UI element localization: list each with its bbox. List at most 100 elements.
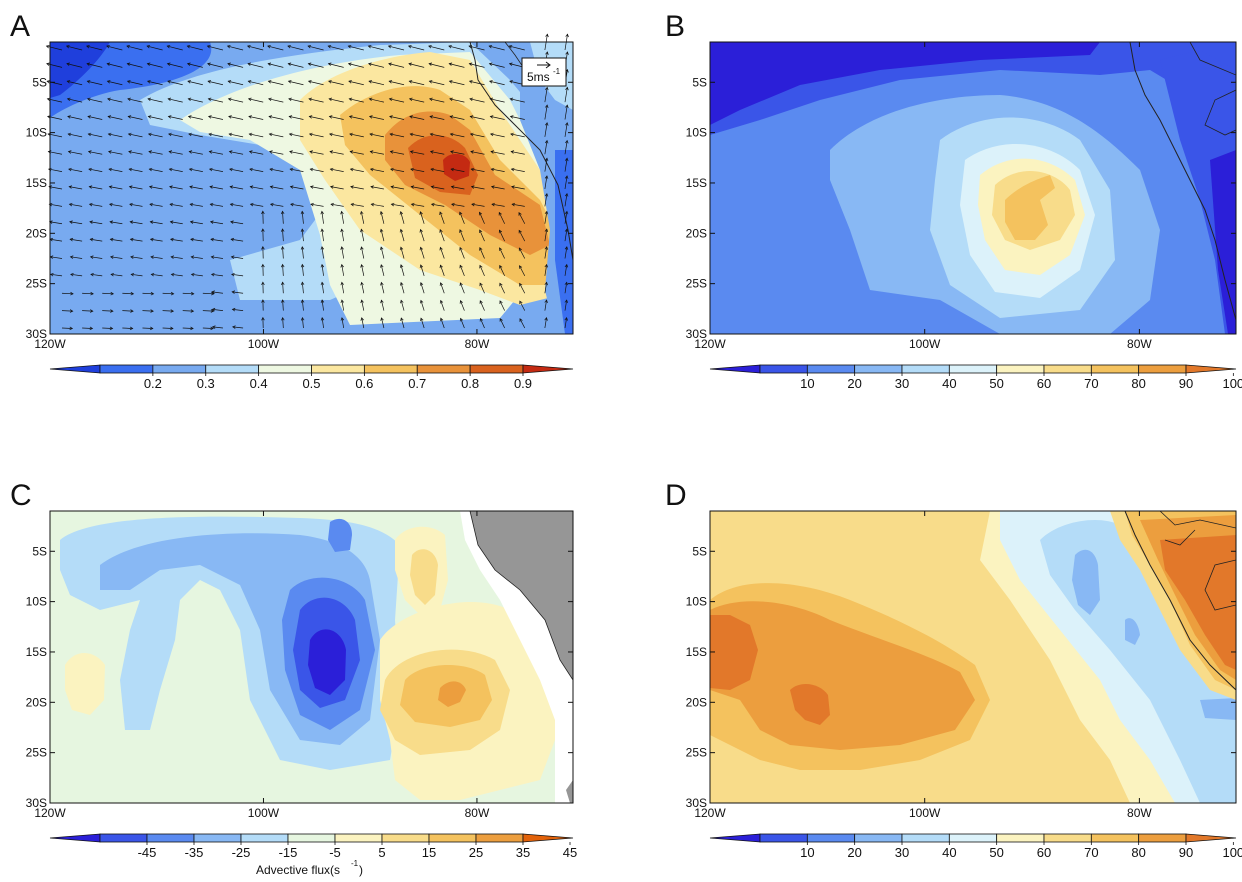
wind-vector bbox=[544, 246, 549, 259]
wind-vector bbox=[360, 246, 365, 259]
wind-vector bbox=[248, 132, 264, 138]
wind-vector bbox=[280, 228, 285, 242]
wind-vector bbox=[289, 185, 304, 190]
wind-vector bbox=[408, 80, 425, 86]
wind-vector bbox=[459, 229, 465, 242]
wind-vector-field bbox=[45, 33, 569, 331]
wind-vector bbox=[350, 185, 364, 190]
wind-vector bbox=[227, 80, 244, 86]
y-tick-label: 5S bbox=[692, 544, 707, 558]
wind-vector bbox=[564, 281, 569, 294]
colorbar-segment bbox=[759, 833, 808, 843]
wind-vector bbox=[190, 237, 203, 242]
colorbar-tick-label: 20 bbox=[847, 845, 861, 860]
wind-vector bbox=[167, 97, 183, 103]
wind-vector bbox=[300, 210, 305, 224]
wind-vector bbox=[310, 202, 324, 207]
colorbar-d: 10 20 30 40 50 60 70 80 90 100 bbox=[709, 833, 1242, 860]
wind-vector bbox=[249, 167, 264, 172]
wind-vector bbox=[309, 150, 324, 155]
wind-vector bbox=[499, 247, 505, 259]
wind-vector bbox=[564, 228, 569, 242]
wind-vector bbox=[102, 309, 114, 313]
y-tick-label: 25S bbox=[26, 277, 47, 291]
wind-vector bbox=[564, 86, 569, 103]
colorbar-segment bbox=[901, 364, 950, 374]
wind-vector bbox=[149, 220, 163, 225]
x-tick-label: 80W bbox=[465, 806, 490, 820]
colorbar-tick-label: -15 bbox=[279, 845, 298, 860]
wind-vector bbox=[127, 115, 143, 120]
wind-vector bbox=[368, 80, 385, 86]
wind-vector bbox=[380, 317, 385, 329]
wind-vector bbox=[451, 202, 465, 207]
wind-vector bbox=[102, 326, 114, 331]
colorbar-min-arrow bbox=[709, 364, 761, 374]
wind-vector bbox=[349, 150, 364, 155]
wind-vector bbox=[489, 97, 505, 103]
wind-vector bbox=[69, 255, 83, 259]
wind-vector bbox=[379, 210, 385, 224]
wind-vector bbox=[348, 97, 364, 103]
wind-vector bbox=[390, 202, 405, 207]
wind-vector bbox=[349, 132, 364, 138]
colorbar-segment bbox=[258, 364, 312, 374]
y-tick-label: 25S bbox=[686, 277, 707, 291]
wind-vector bbox=[340, 263, 345, 276]
x-tick-label: 120W bbox=[34, 337, 66, 351]
wind-vector bbox=[267, 80, 284, 86]
x-tick-label: 120W bbox=[34, 806, 66, 820]
wind-vector bbox=[166, 62, 183, 68]
wind-vector bbox=[564, 210, 569, 224]
wind-vector bbox=[478, 211, 485, 224]
wind-vector bbox=[490, 185, 505, 190]
wind-vector bbox=[162, 309, 175, 313]
wind-vector bbox=[166, 44, 183, 51]
wind-vector bbox=[544, 281, 548, 294]
wind-vector bbox=[227, 62, 244, 68]
wind-vector bbox=[129, 237, 143, 242]
wind-vector bbox=[287, 62, 304, 68]
y-tick-label: 20S bbox=[686, 226, 707, 240]
wind-vector bbox=[350, 202, 364, 207]
wind-vector bbox=[399, 264, 405, 276]
wind-vector bbox=[248, 150, 264, 155]
colorbar-b: 10 20 30 40 50 60 70 80 90 100 bbox=[709, 364, 1242, 391]
colorbar-tick-label: 0.7 bbox=[408, 376, 426, 391]
wind-vector bbox=[190, 255, 203, 259]
wind-vector bbox=[148, 167, 163, 172]
wind-vector bbox=[499, 282, 505, 294]
wind-vector bbox=[207, 115, 224, 120]
wind-vector bbox=[280, 246, 285, 259]
wind-vector bbox=[268, 150, 284, 155]
wind-vector bbox=[289, 150, 304, 155]
wind-vector bbox=[419, 299, 425, 311]
wind-vector bbox=[261, 316, 265, 329]
wind-vector bbox=[450, 150, 465, 155]
wind-vector bbox=[209, 185, 224, 190]
wind-vector bbox=[261, 299, 265, 311]
wind-vector bbox=[340, 317, 345, 329]
colorbar-tick-label: 80 bbox=[1131, 845, 1145, 860]
panel-c-map bbox=[50, 511, 573, 803]
wind-vector bbox=[360, 263, 365, 276]
colorbar-segment bbox=[469, 364, 524, 374]
wind-vector bbox=[469, 132, 485, 138]
wind-vector bbox=[510, 132, 525, 138]
y-tick-label: 30S bbox=[686, 796, 707, 810]
wind-vector bbox=[320, 299, 325, 311]
wind-vector bbox=[309, 167, 324, 172]
wind-vector bbox=[211, 307, 224, 312]
wind-vector bbox=[261, 246, 265, 259]
panel-label-a: A bbox=[10, 10, 30, 43]
wind-vector bbox=[439, 317, 445, 329]
colorbar-segment bbox=[1043, 833, 1092, 843]
colorbar-segment bbox=[475, 833, 524, 843]
wind-vector bbox=[564, 263, 569, 276]
colorbar-tick-label: 40 bbox=[942, 376, 956, 391]
colorbar-segment bbox=[205, 364, 260, 374]
wind-vector bbox=[347, 44, 364, 51]
wind-vector bbox=[439, 299, 445, 311]
wind-vector bbox=[229, 185, 244, 190]
wind-vector bbox=[508, 44, 525, 51]
